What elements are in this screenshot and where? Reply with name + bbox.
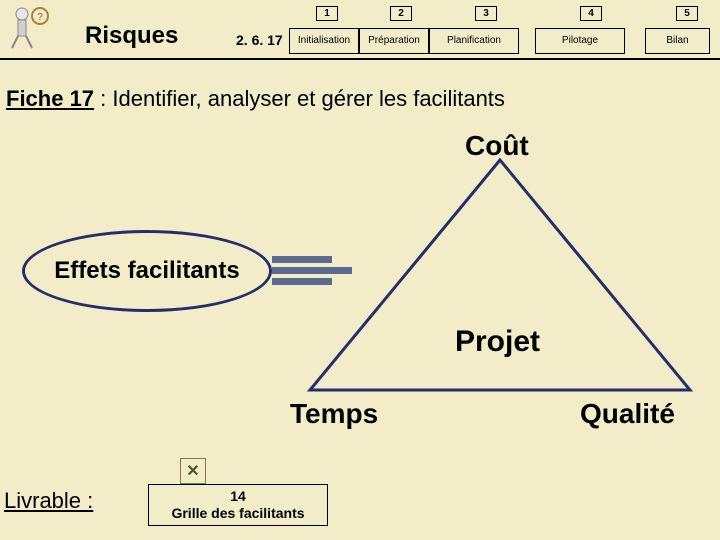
step-label-3: Planification	[429, 28, 519, 54]
step-label-1: Initialisation	[289, 28, 359, 54]
triangle-center-label: Projet	[455, 325, 540, 359]
effects-ellipse: Effets facilitants	[22, 230, 272, 312]
header-icon: ?	[6, 4, 54, 52]
livrable-box: 14 Grille des facilitants	[148, 484, 328, 526]
ellipse-label: Effets facilitants	[54, 257, 239, 285]
livrable-line1: 14	[153, 488, 323, 505]
connector-arrow	[272, 250, 372, 290]
step-num-1: 1	[316, 6, 338, 21]
step-num-3: 3	[475, 6, 497, 21]
fiche-rest: : Identifier, analyser et gérer les faci…	[94, 86, 505, 111]
fiche-label: Fiche 17	[6, 86, 94, 111]
svg-text:?: ?	[37, 12, 43, 23]
fiche-title: Fiche 17 : Identifier, analyser et gérer…	[6, 86, 505, 112]
step-label-4: Pilotage	[535, 28, 625, 54]
triangle-right-label: Qualité	[580, 398, 675, 430]
file-icon: ✕	[180, 458, 206, 484]
step-label-5: Bilan	[645, 28, 710, 54]
section-code: 2. 6. 17	[236, 32, 283, 48]
triangle-left-label: Temps	[290, 398, 378, 430]
step-label-2: Préparation	[359, 28, 429, 54]
livrable-label: Livrable :	[4, 488, 93, 514]
page-title: Risques	[85, 22, 178, 50]
header-divider	[0, 58, 720, 60]
step-num-2: 2	[390, 6, 412, 21]
triangle-top-label: Coût	[465, 130, 529, 162]
step-num-5: 5	[676, 6, 698, 21]
step-num-4: 4	[580, 6, 602, 21]
livrable-line2: Grille des facilitants	[153, 505, 323, 522]
